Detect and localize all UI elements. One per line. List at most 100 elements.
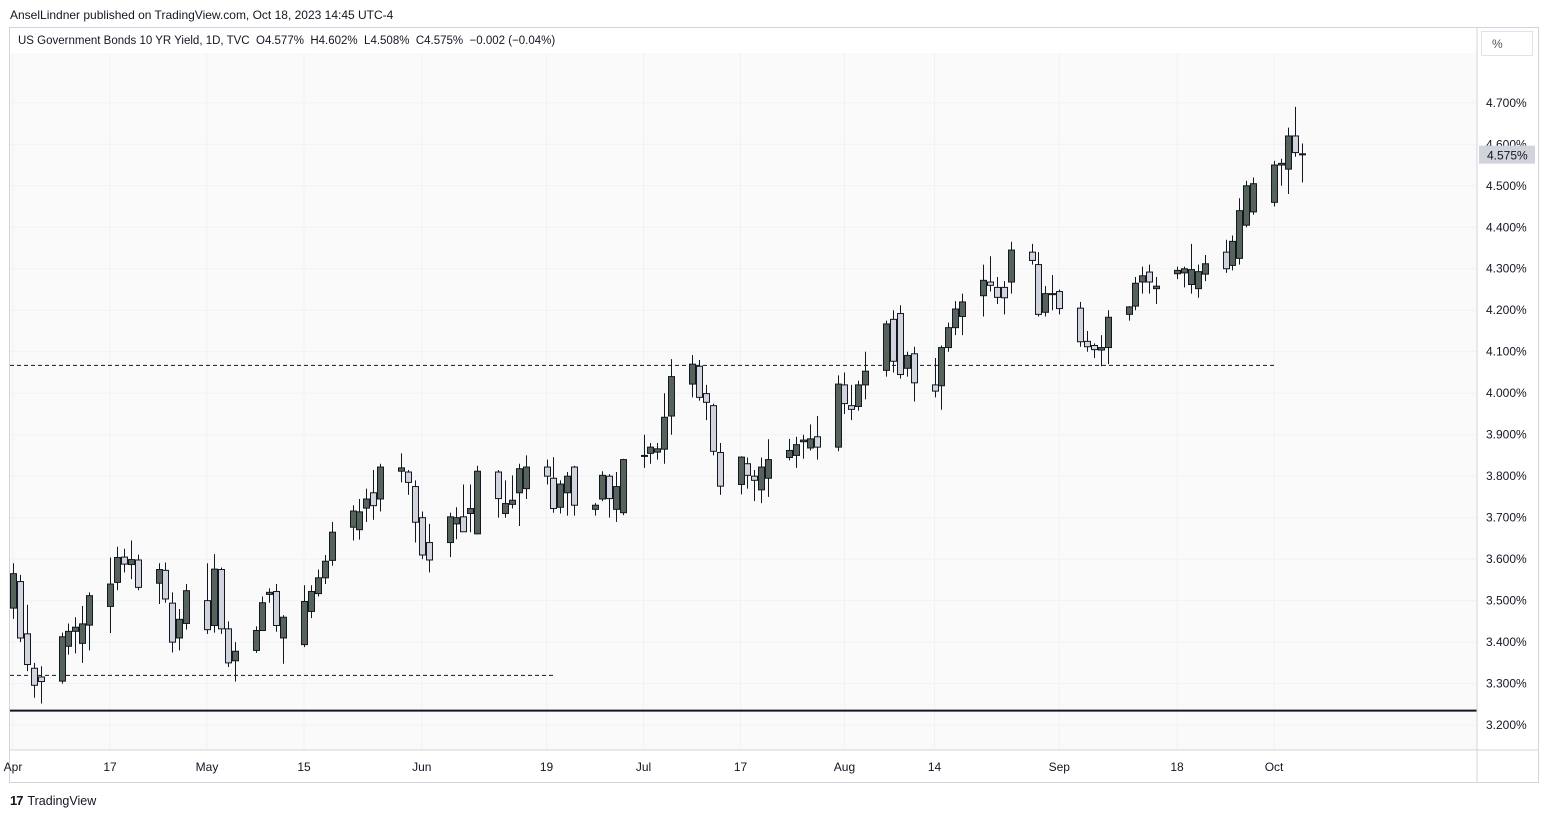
candle[interactable] [72, 617, 79, 654]
candle[interactable] [460, 484, 467, 533]
candle[interactable] [647, 442, 654, 464]
candle[interactable] [1299, 143, 1306, 183]
candle[interactable] [904, 351, 911, 377]
candle[interactable] [1188, 243, 1195, 294]
candle[interactable] [1278, 158, 1285, 186]
candle[interactable] [1271, 160, 1278, 207]
candle[interactable] [1126, 306, 1133, 321]
candle[interactable] [571, 465, 578, 516]
candle[interactable] [689, 355, 696, 398]
candle[interactable] [1181, 266, 1188, 288]
candle[interactable] [1153, 277, 1160, 305]
candle[interactable] [841, 372, 848, 414]
candle[interactable] [862, 351, 869, 400]
candle[interactable] [1292, 106, 1299, 157]
candle[interactable] [107, 557, 114, 634]
candle[interactable] [800, 434, 807, 459]
candle[interactable] [426, 523, 433, 573]
candle[interactable] [38, 666, 45, 704]
candle[interactable] [114, 546, 121, 591]
candle[interactable] [453, 507, 460, 540]
candle[interactable] [259, 596, 266, 632]
candle[interactable] [169, 592, 176, 653]
candle[interactable] [467, 484, 474, 533]
candle[interactable] [557, 480, 564, 514]
candle[interactable] [447, 512, 454, 558]
candle[interactable] [398, 453, 405, 483]
candle[interactable] [807, 424, 814, 451]
candle[interactable] [1250, 177, 1257, 215]
price-unit-selector[interactable]: % [1481, 31, 1533, 56]
candle[interactable] [273, 584, 280, 632]
candle[interactable] [65, 623, 72, 655]
candle[interactable] [509, 475, 516, 509]
candle[interactable] [1105, 310, 1112, 365]
candle[interactable] [31, 662, 38, 698]
candle[interactable] [232, 642, 239, 682]
candle[interactable] [218, 567, 225, 634]
candle[interactable] [938, 345, 945, 410]
candle[interactable] [523, 455, 530, 499]
candle[interactable] [183, 584, 190, 630]
candle[interactable] [544, 459, 551, 485]
candle[interactable] [502, 480, 509, 518]
candle[interactable] [952, 301, 959, 336]
candle[interactable] [1008, 241, 1015, 294]
candle[interactable] [1236, 198, 1243, 265]
candle[interactable] [370, 469, 377, 520]
candle[interactable] [744, 457, 751, 489]
candle[interactable] [121, 548, 128, 573]
candle[interactable] [1001, 281, 1008, 315]
candle[interactable] [266, 588, 273, 603]
candle[interactable] [932, 357, 939, 398]
candle[interactable] [668, 359, 675, 435]
candle[interactable] [162, 562, 169, 603]
candle[interactable] [412, 480, 419, 543]
candle[interactable] [1056, 289, 1063, 315]
candle[interactable] [1091, 343, 1098, 358]
candle[interactable] [835, 375, 842, 452]
candle[interactable] [176, 608, 183, 651]
candle[interactable] [758, 457, 765, 504]
candle[interactable] [620, 458, 627, 516]
candle[interactable] [848, 384, 855, 421]
candle[interactable] [516, 463, 523, 526]
candle[interactable] [786, 438, 793, 461]
candle[interactable] [1084, 330, 1091, 352]
candle[interactable] [363, 488, 370, 522]
candle[interactable] [703, 384, 710, 421]
candle[interactable] [1243, 180, 1250, 228]
candle[interactable] [474, 465, 481, 535]
candle[interactable] [322, 555, 329, 585]
candle[interactable] [79, 606, 86, 663]
candle[interactable] [710, 403, 717, 456]
candle[interactable] [959, 293, 966, 336]
candle[interactable] [613, 472, 620, 522]
candle[interactable] [855, 380, 862, 411]
candle[interactable] [419, 511, 426, 560]
candle[interactable] [204, 563, 211, 634]
candle[interactable] [751, 469, 758, 502]
candle[interactable] [1035, 252, 1042, 317]
candle[interactable] [59, 632, 66, 684]
candle[interactable] [1146, 264, 1153, 294]
candle[interactable] [211, 554, 218, 633]
candle[interactable] [661, 393, 668, 464]
candle[interactable] [897, 305, 904, 379]
candle[interactable] [1042, 286, 1049, 317]
candle[interactable] [654, 442, 661, 460]
candle[interactable] [1098, 335, 1105, 367]
candle[interactable] [641, 434, 648, 468]
candle[interactable] [592, 503, 599, 516]
candle[interactable] [135, 554, 142, 591]
candle[interactable] [405, 469, 412, 495]
candle[interactable] [564, 472, 571, 516]
candle[interactable] [329, 521, 336, 566]
candle[interactable] [301, 585, 308, 648]
candle[interactable] [1049, 274, 1056, 311]
candle[interactable] [1132, 277, 1139, 311]
candle[interactable] [356, 498, 363, 540]
candle[interactable] [1174, 266, 1181, 280]
candle[interactable] [495, 469, 502, 518]
